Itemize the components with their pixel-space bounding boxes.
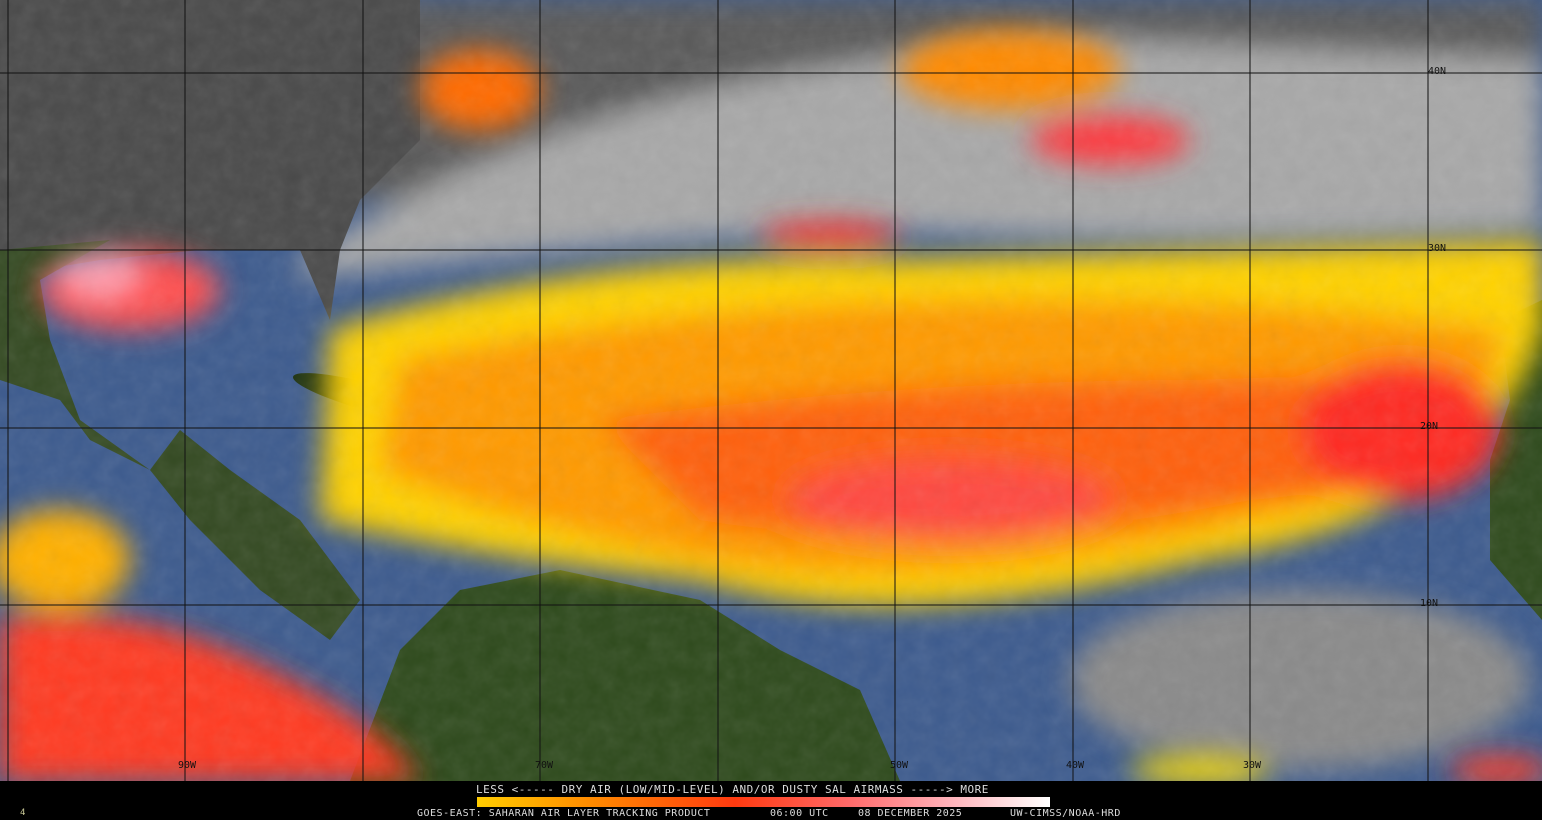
lat-lon-grid <box>0 0 1542 781</box>
lat-label-30n: 30N <box>1428 243 1447 254</box>
lat-label-10n: 10N <box>1420 598 1439 609</box>
lon-label-90w: 90W <box>178 760 197 771</box>
map-imagery <box>0 0 1542 781</box>
lon-label-50w: 50W <box>890 760 909 771</box>
legend-colorbar <box>477 797 1050 807</box>
lat-label-40n: 40N <box>1428 66 1447 77</box>
frame-number: 4 <box>20 808 26 818</box>
product-name: GOES-EAST: SAHARAN AIR LAYER TRACKING PR… <box>417 808 711 819</box>
lon-label-30w: 30W <box>1243 760 1262 771</box>
credit: UW-CIMSS/NOAA-HRD <box>1010 808 1121 819</box>
valid-time: 06:00 UTC <box>770 808 829 819</box>
lon-label-40w: 40W <box>1066 760 1085 771</box>
legend-title: LESS <----- DRY AIR (LOW/MID-LEVEL) AND/… <box>476 783 989 796</box>
valid-date: 08 DECEMBER 2025 <box>858 808 963 819</box>
satellite-map: 40N 30N 20N 10N 90W 70W 50W 40W 30W <box>0 0 1542 781</box>
lat-label-20n: 20N <box>1420 421 1439 432</box>
lon-label-70w: 70W <box>535 760 554 771</box>
